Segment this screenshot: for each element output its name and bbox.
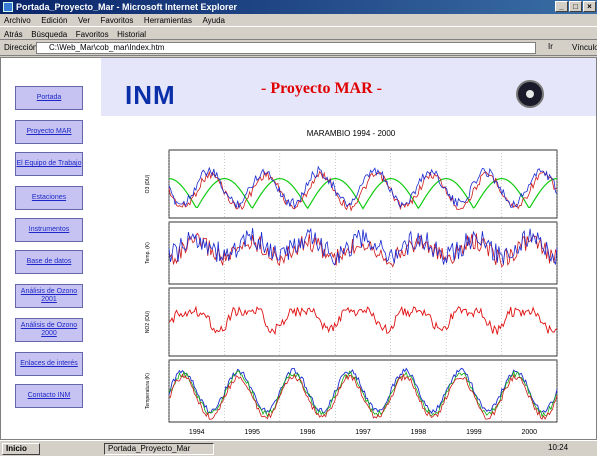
- x-tick-label: 1997: [355, 429, 371, 436]
- series-line: [168, 232, 558, 268]
- go-button[interactable]: Ir: [548, 42, 553, 51]
- inm-logo: INM: [125, 80, 176, 110]
- x-tick-label: 1995: [244, 429, 260, 436]
- address-label: Dirección: [4, 43, 38, 52]
- emblem-logo: [516, 80, 544, 108]
- window-title: Portada_Proyecto_Mar - Microsoft Interne…: [16, 2, 238, 12]
- menu-bar: Archivo Edición Ver Favoritos Herramient…: [0, 14, 597, 26]
- menu-view[interactable]: Ver: [77, 16, 90, 25]
- sidebar-item-ozono-2000[interactable]: Análisis de Ozono 2000: [15, 318, 83, 342]
- menu-edit[interactable]: Edición: [41, 16, 68, 25]
- links-button[interactable]: Vínculos: [572, 43, 597, 52]
- page-title: - Proyecto MAR -: [261, 80, 382, 97]
- main-area: INM - Proyecto MAR - MARAMBIO 1994 - 200…: [101, 58, 596, 439]
- menu-file[interactable]: Archivo: [4, 16, 31, 25]
- sidebar-item-instrumentos[interactable]: Instrumentos: [15, 218, 83, 242]
- panel-ylabel: Temp. (K): [145, 242, 151, 264]
- figure-svg: MARAMBIO 1994 - 2000 O3 (DU) Temp. (K) NO2…: [145, 129, 558, 436]
- title-bar: Portada_Proyecto_Mar - Microsoft Interne…: [0, 0, 597, 14]
- sidebar: Portada Proyecto MAR El Equipo de Trabaj…: [1, 58, 97, 439]
- sidebar-item-contacto[interactable]: Contacto INM: [15, 384, 83, 408]
- panel-frame: [168, 149, 558, 219]
- menu-favorites[interactable]: Favoritos: [100, 16, 134, 25]
- x-tick-label: 2000: [521, 429, 537, 436]
- address-bar: Dirección C:\Web_Mar\cob_mar\Index.htm I…: [0, 40, 597, 56]
- figure-image: MARAMBIO 1994 - 2000 O3 (DU) Temp. (K) NO2…: [101, 116, 596, 439]
- toolbar: Atrás Búsqueda Favoritos Historial: [0, 26, 597, 40]
- back-button[interactable]: Atrás: [4, 30, 23, 39]
- series-line: [168, 177, 558, 210]
- series-line: [168, 370, 558, 418]
- page-content: Portada Proyecto MAR El Equipo de Trabaj…: [0, 57, 597, 440]
- clock: 10:24: [548, 443, 569, 452]
- address-input[interactable]: C:\Web_Mar\cob_mar\Index.htm: [36, 42, 536, 54]
- history-button[interactable]: Historial: [117, 30, 147, 39]
- taskbar-item[interactable]: Portada_Proyecto_Mar: [104, 443, 214, 455]
- sidebar-item-base-datos[interactable]: Base de datos: [15, 250, 83, 274]
- start-button[interactable]: Inicio: [2, 443, 40, 455]
- x-tick-label: 1998: [411, 429, 427, 436]
- menu-tools[interactable]: Herramientas: [143, 16, 192, 25]
- favorites-button[interactable]: Favoritos: [75, 30, 109, 39]
- sidebar-item-portada[interactable]: Portada: [15, 86, 83, 110]
- ie-icon: [3, 2, 13, 12]
- sidebar-item-estaciones[interactable]: Estaciones: [15, 186, 83, 210]
- panel-ylabel: O3 (DU): [145, 174, 151, 193]
- sidebar-item-proyecto[interactable]: Proyecto MAR: [15, 120, 83, 144]
- panel-ylabel: NO2 (DU): [145, 311, 151, 334]
- series-line: [168, 227, 558, 266]
- panel-frame: [168, 287, 558, 357]
- series-line: [168, 165, 558, 209]
- taskbar: Inicio Portada_Proyecto_Mar 10:24: [0, 440, 597, 456]
- x-tick-label: 1994: [189, 429, 205, 436]
- panel-ylabel: Temperatura (K): [145, 373, 151, 409]
- sidebar-item-equipo[interactable]: El Equipo de Trabajo: [15, 152, 83, 176]
- minimize-button[interactable]: _: [555, 1, 568, 12]
- series-line: [168, 367, 558, 415]
- menu-help[interactable]: Ayuda: [202, 16, 225, 25]
- series-line: [168, 305, 558, 336]
- close-button[interactable]: ×: [583, 1, 596, 12]
- sidebar-item-enlaces[interactable]: Enlaces de interés: [15, 352, 83, 376]
- x-tick-label: 1996: [300, 429, 316, 436]
- x-tick-label: 1999: [466, 429, 482, 436]
- figure-title: MARAMBIO 1994 - 2000: [307, 129, 396, 138]
- page-header: INM - Proyecto MAR -: [101, 58, 596, 116]
- series-line: [168, 372, 558, 421]
- sidebar-item-ozono-2001[interactable]: Análisis de Ozono 2001: [15, 284, 83, 308]
- maximize-button[interactable]: □: [569, 1, 582, 12]
- search-button[interactable]: Búsqueda: [31, 30, 68, 39]
